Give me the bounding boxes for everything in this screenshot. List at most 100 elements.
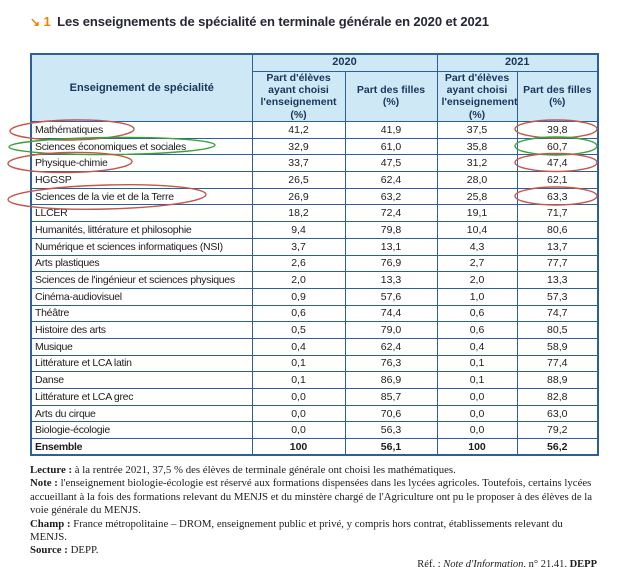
value-cell: 63,3	[516, 187, 599, 206]
spec-name-cell: HGGSP	[30, 171, 253, 189]
table-row: Sciences économiques et sociales 32,9 61,0…	[30, 137, 599, 156]
table-row: Sciences de la vie et de la Terre 26,9 63,…	[30, 187, 599, 206]
value-cell: 2,0	[436, 271, 518, 289]
value-cell: 56,2	[516, 438, 599, 456]
value-cell: 0,1	[251, 371, 346, 389]
value-cell: 28,0	[436, 171, 518, 189]
table-row: Musique 0,4 62,4 0,4 58,9	[30, 337, 599, 356]
value-cell: 63,0	[516, 404, 599, 423]
note-label: Note :	[30, 477, 58, 490]
spec-name-cell: Physique-chimie	[30, 154, 253, 173]
value-cell: 0,0	[436, 404, 518, 423]
note-text: l'enseignement biologie-écologie est rés…	[30, 477, 593, 517]
table-row: LLCER 18,2 72,4 19,1 71,7	[30, 204, 599, 223]
value-cell: 0,0	[436, 421, 518, 440]
value-cell: 0,0	[436, 388, 518, 406]
table-row: Littérature et LCA grec 0,0 85,7 0,0 82,8	[30, 388, 599, 406]
spec-name-cell: Littérature et LCA latin	[30, 354, 253, 373]
value-cell: 76,3	[344, 354, 438, 373]
note-lecture: Lecture : à la rentrée 2021, 37,5 % des …	[30, 464, 597, 477]
table-row: Biologie-écologie 0,0 56,3 0,0 79,2	[30, 421, 599, 440]
value-cell: 0,6	[436, 304, 518, 323]
value-cell: 0,4	[251, 337, 346, 356]
value-cell: 0,0	[251, 421, 346, 440]
value-cell: 56,1	[344, 438, 438, 456]
note-text: à la rentrée 2021, 37,5 % des élèves de …	[74, 464, 456, 476]
specialty-table: Enseignement de spécialité 2020 2021 Par…	[30, 53, 600, 457]
value-cell: 100	[436, 438, 518, 456]
value-cell: 2,0	[251, 271, 346, 289]
value-cell: 74,7	[516, 304, 599, 323]
arrow-down-right-icon: ↘	[30, 15, 40, 29]
note-text: France métropolitaine – DROM, enseigneme…	[30, 517, 563, 544]
value-cell: 0,9	[251, 287, 346, 306]
table-row: Danse 0,1 86,9 0,1 88,9	[30, 371, 599, 389]
figure-title: ↘ 1 Les enseignements de spécialité en t…	[30, 14, 600, 29]
year-header-row: Enseignement de spécialité 2020 2021	[30, 53, 599, 122]
value-cell: 85,7	[344, 388, 438, 406]
table-row: Histoire des arts 0,5 79,0 0,6 80,5	[30, 321, 599, 339]
table-row: HGGSP 26,5 62,4 28,0 62,1	[30, 171, 599, 189]
spec-name-cell: Sciences de l'ingénieur et sciences phys…	[30, 271, 253, 289]
value-cell: 32,9	[251, 137, 346, 156]
value-cell: 79,8	[344, 221, 438, 239]
table-row: Littérature et LCA latin 0,1 76,3 0,1 77,4	[30, 354, 599, 373]
spec-name-cell: Sciences de la vie et de la Terre	[30, 187, 253, 206]
value-cell: 100	[251, 438, 346, 456]
value-cell: 0,6	[251, 304, 346, 323]
spec-name-cell: LLCER	[30, 204, 253, 223]
value-cell: 57,6	[344, 287, 438, 306]
value-cell: 25,8	[436, 187, 518, 206]
value-cell: 41,2	[251, 121, 346, 139]
value-cell: 62,4	[344, 337, 438, 356]
value-cell: 0,1	[436, 371, 518, 389]
value-cell: 0,1	[251, 354, 346, 373]
value-cell: 79,0	[344, 321, 438, 339]
value-cell: 13,3	[516, 271, 599, 289]
spec-name-cell: Mathématiques	[30, 121, 253, 139]
value-cell: 80,5	[516, 321, 599, 339]
value-cell: 72,4	[344, 204, 438, 223]
value-cell: 3,7	[251, 237, 346, 256]
value-cell: 57,3	[516, 287, 599, 306]
value-cell: 71,7	[516, 204, 599, 223]
value-cell: 33,7	[251, 154, 346, 173]
value-cell: 80,6	[516, 221, 599, 239]
value-cell: 18,2	[251, 204, 346, 223]
value-cell: 37,5	[436, 121, 518, 139]
value-cell: 35,8	[436, 137, 518, 156]
subheader-2021-share: Part d'élèves ayant choisi l'enseignemen…	[436, 70, 518, 122]
value-cell: 56,3	[344, 421, 438, 440]
value-cell: 63,2	[344, 187, 438, 206]
table-row: Humanités, littérature et philosophie 9,4…	[30, 221, 599, 239]
table-row: Arts du cirque 0,0 70,6 0,0 63,0	[30, 404, 599, 423]
table-row: Numérique et sciences informatiques (NSI…	[30, 237, 599, 256]
spec-name-cell: Littérature et LCA grec	[30, 388, 253, 406]
spec-name-cell: Sciences économiques et sociales	[30, 137, 253, 156]
value-cell: 26,5	[251, 171, 346, 189]
spec-name-cell: Danse	[30, 371, 253, 389]
value-cell: 79,2	[516, 421, 599, 440]
corner-header-cell: Enseignement de spécialité	[30, 53, 253, 122]
reference-line: Réf. : Note d'Information, n° 21.41. DEP…	[30, 558, 597, 567]
value-cell: 13,7	[516, 237, 599, 256]
year-2020-header: 2020	[251, 53, 438, 72]
spec-name-cell: Musique	[30, 337, 253, 356]
value-cell: 0,0	[251, 404, 346, 423]
value-cell: 77,7	[516, 254, 599, 273]
value-cell: 82,8	[516, 388, 599, 406]
value-cell: 39,8	[516, 121, 599, 139]
value-cell: 47,5	[344, 154, 438, 173]
value-cell: 26,9	[251, 187, 346, 206]
value-cell: 86,9	[344, 371, 438, 389]
value-cell: 76,9	[344, 254, 438, 273]
spec-name-cell: Humanités, littérature et philosophie	[30, 221, 253, 239]
figure-number: 1	[43, 14, 51, 29]
figure-number-marker: ↘ 1	[30, 14, 51, 29]
value-cell: 62,1	[516, 171, 599, 189]
table-row: Théâtre 0,6 74,4 0,6 74,7	[30, 304, 599, 323]
value-cell: 47,4	[516, 154, 599, 173]
note-note: Note : l'enseignement biologie-écologie …	[30, 477, 597, 517]
value-cell: 0,4	[436, 337, 518, 356]
